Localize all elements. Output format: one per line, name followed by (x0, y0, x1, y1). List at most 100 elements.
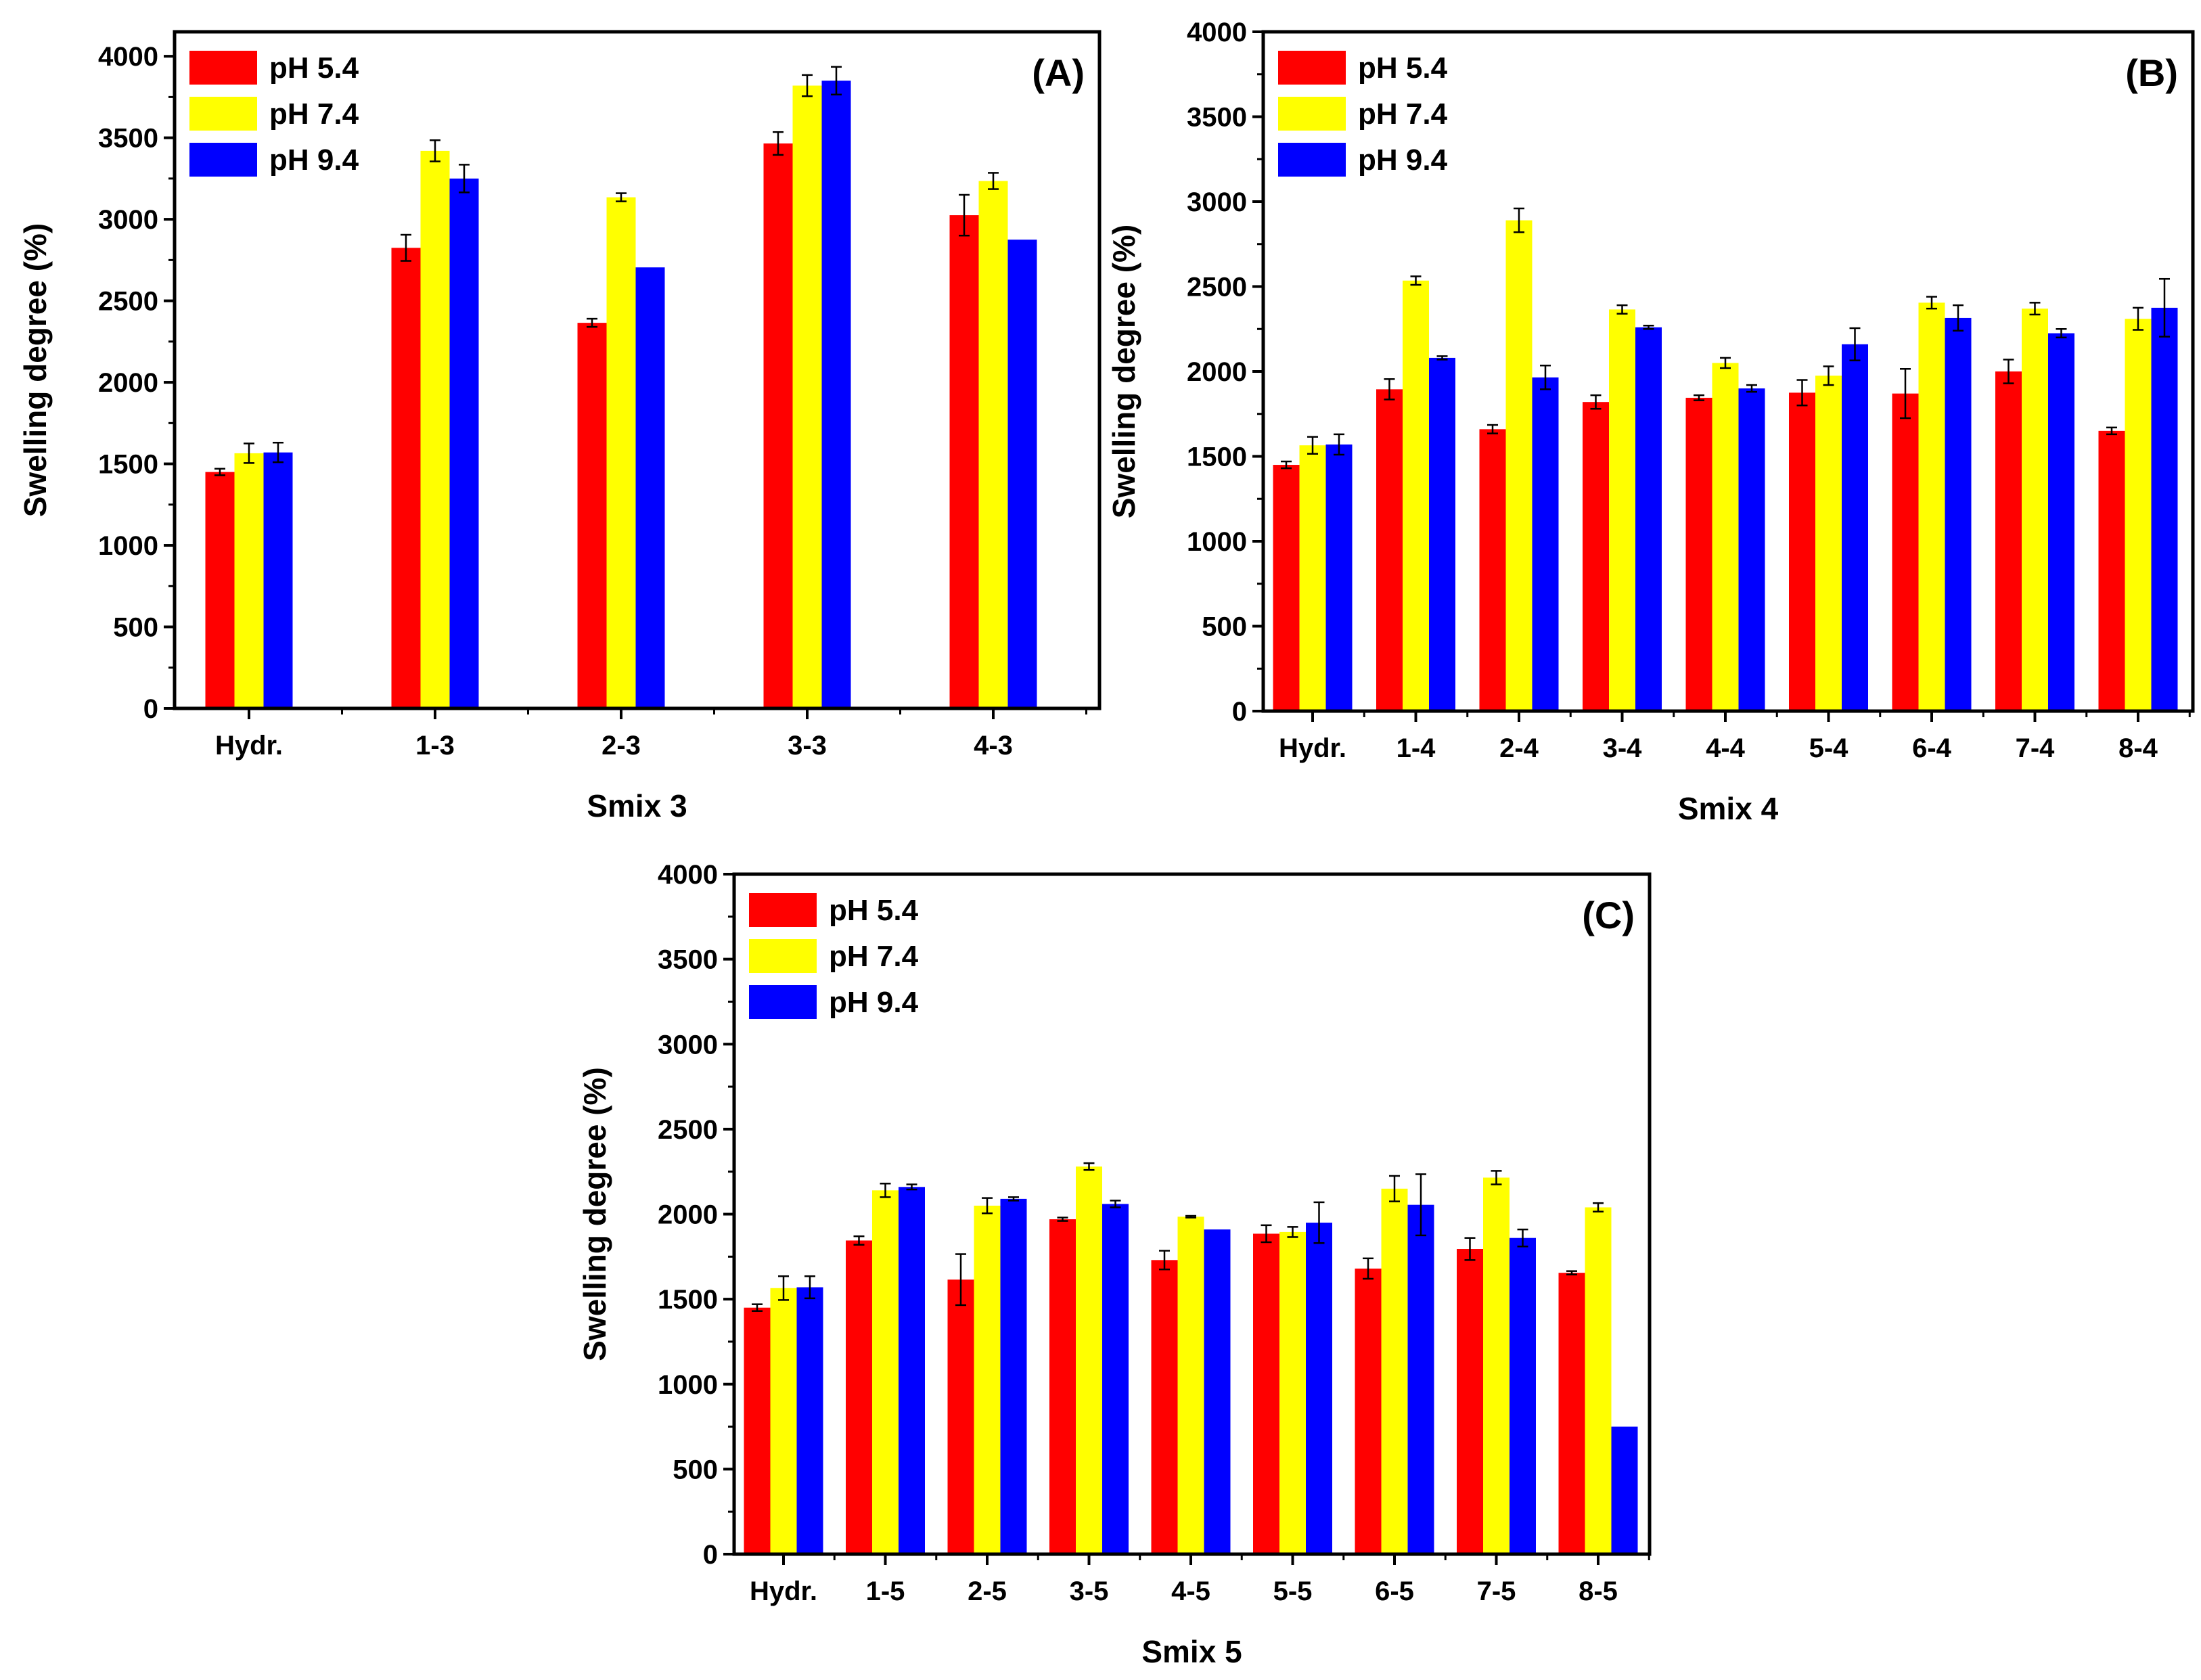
x-tick-label: 4-4 (1706, 733, 1746, 763)
y-tick-label: 2000 (98, 368, 158, 398)
x-tick-label: 2-5 (968, 1576, 1007, 1606)
bar (205, 472, 235, 708)
bar (1585, 1207, 1612, 1554)
bar (577, 323, 607, 708)
bar (872, 1190, 899, 1554)
legend-swatch (189, 143, 257, 177)
bar (1306, 1223, 1332, 1554)
bar (974, 1205, 1001, 1554)
bar (1685, 397, 1712, 711)
plot-frame (732, 872, 1652, 1556)
y-tick-label: 3000 (98, 205, 158, 235)
legend-swatch (749, 985, 817, 1019)
x-tick-label: Hydr. (215, 731, 283, 760)
bar (744, 1307, 771, 1554)
y-tick-label: 1500 (658, 1285, 718, 1315)
bar (1355, 1268, 1382, 1554)
bar (1842, 344, 1868, 712)
bar (1815, 376, 1842, 711)
y-tick-label: 1000 (98, 531, 158, 561)
bar (821, 81, 851, 708)
y-tick-label: 2500 (1187, 273, 1247, 302)
legend-swatch (189, 51, 257, 85)
bar (1049, 1219, 1076, 1554)
bar (2048, 333, 2074, 711)
panel-label: (B) (2125, 51, 2178, 94)
x-tick-label: 3-4 (1603, 733, 1643, 763)
bar (1177, 1217, 1204, 1554)
bar (1000, 1198, 1027, 1554)
bar (1403, 280, 1429, 712)
x-tick-label: 4-3 (974, 731, 1013, 760)
x-tick-label: 4-5 (1171, 1576, 1210, 1606)
y-tick-label: 1500 (1187, 442, 1247, 472)
bar (978, 181, 1008, 708)
x-tick-label: 7-5 (1477, 1576, 1516, 1606)
plot-frame (1261, 30, 2195, 713)
y-tick-label: 2500 (98, 287, 158, 317)
bar (1007, 240, 1037, 709)
x-tick-label: Hydr. (1279, 733, 1346, 763)
legend-label: pH 5.4 (829, 894, 919, 927)
y-tick-label: 0 (143, 694, 158, 724)
x-tick-label: 6-5 (1375, 1576, 1414, 1606)
y-tick-label: 0 (703, 1540, 718, 1570)
y-tick-label: 500 (673, 1455, 718, 1484)
y-tick-label: 1000 (658, 1370, 718, 1400)
bar (1483, 1177, 1510, 1554)
bar (449, 178, 479, 709)
y-tick-label: 2000 (1187, 357, 1247, 387)
legend-label: pH 7.4 (1358, 97, 1448, 131)
bar (846, 1240, 872, 1554)
x-tick-label: 2-4 (1499, 733, 1539, 763)
bar (263, 452, 293, 708)
bar (2151, 307, 2178, 711)
legend-label: pH 7.4 (269, 97, 359, 131)
panel-a-chart: Hydr. 1-3 2-3 3-3 4-3 0 500 1000 1500 2000 2500 300… (18, 30, 1102, 823)
x-tick-label: Hydr. (750, 1576, 817, 1606)
bar (420, 150, 450, 708)
y-tick-label: 2000 (658, 1200, 718, 1230)
legend-label: pH 9.4 (829, 986, 919, 1019)
y-axis-title: Swelling degree (%) (577, 1067, 612, 1361)
y-tick-label: 4000 (98, 42, 158, 72)
bar (1510, 1238, 1536, 1554)
bar (1407, 1204, 1434, 1554)
panel-b-chart: Hydr. 1-4 2-4 3-4 4-4 5-4 6-4 7-4 8-4 0 500 1000 150… (1106, 18, 2195, 826)
x-tick-label: 8-4 (2118, 733, 2158, 763)
x-tick-label: 6-4 (1912, 733, 1952, 763)
bar (1325, 444, 1353, 711)
y-tick-label: 1500 (98, 450, 158, 480)
bar (1712, 363, 1739, 711)
bar (1376, 389, 1403, 711)
x-tick-label: 7-4 (2016, 733, 2056, 763)
bar (1076, 1166, 1102, 1554)
x-tick-label: 3-3 (788, 731, 827, 760)
y-tick-label: 3000 (658, 1030, 718, 1060)
bar (1611, 1426, 1638, 1554)
y-tick-label: 0 (1232, 697, 1247, 727)
bar (947, 1279, 974, 1554)
bar (1429, 357, 1455, 711)
x-tick-label: 3-5 (1070, 1576, 1109, 1606)
bar (635, 267, 665, 709)
bar (1381, 1188, 1408, 1554)
bar (1583, 402, 1609, 711)
bar (1558, 1273, 1585, 1554)
bar (2022, 309, 2048, 711)
x-tick-label: 1-3 (415, 731, 455, 760)
x-tick-label: 5-5 (1273, 1576, 1313, 1606)
bar (796, 1287, 823, 1554)
legend-label: pH 7.4 (829, 940, 919, 973)
bar (1789, 392, 1815, 711)
bar (1532, 377, 1559, 711)
bar (1457, 1249, 1483, 1554)
bar (1505, 220, 1533, 711)
y-tick-label: 2500 (658, 1115, 718, 1145)
bar (1892, 393, 1919, 711)
bar (2098, 430, 2125, 711)
y-axis-title: Swelling degree (%) (18, 223, 53, 518)
x-axis-title: Smix 4 (1678, 791, 1779, 826)
legend-swatch (749, 939, 817, 973)
